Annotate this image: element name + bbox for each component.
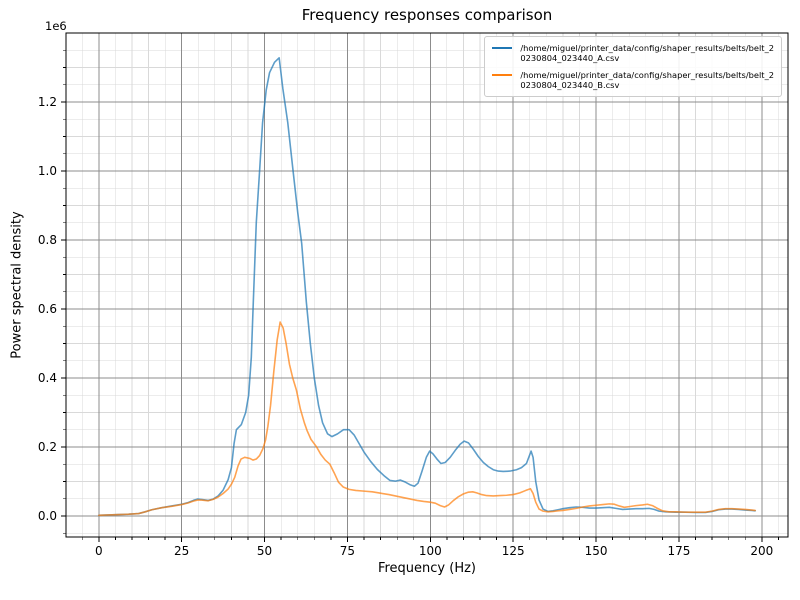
svg-text:1.0: 1.0 bbox=[38, 164, 57, 178]
svg-text:0.8: 0.8 bbox=[38, 233, 57, 247]
legend-label-b: /home/miguel/printer_data/config/shaper_… bbox=[520, 70, 774, 90]
legend-label-b-line2: 0230804_023440_B.csv bbox=[520, 80, 620, 90]
svg-text:75: 75 bbox=[340, 544, 355, 558]
chart-title: Frequency responses comparison bbox=[301, 6, 553, 24]
legend-item-belt-b: /home/miguel/printer_data/config/shaper_… bbox=[492, 70, 774, 90]
y-axis-label: Power spectral density bbox=[9, 211, 25, 359]
legend-label-b-line1: /home/miguel/printer_data/config/shaper_… bbox=[520, 70, 774, 80]
y-axis-offset-label: 1e6 bbox=[45, 19, 67, 33]
svg-text:1.2: 1.2 bbox=[38, 95, 57, 109]
svg-text:0: 0 bbox=[95, 544, 103, 558]
svg-text:0.6: 0.6 bbox=[38, 302, 57, 316]
x-axis-label: Frequency (Hz) bbox=[377, 561, 477, 576]
svg-text:0.2: 0.2 bbox=[38, 440, 57, 454]
svg-text:0.4: 0.4 bbox=[38, 371, 57, 385]
svg-text:0.0: 0.0 bbox=[38, 509, 57, 523]
legend-label-a: /home/miguel/printer_data/config/shaper_… bbox=[520, 43, 774, 63]
svg-text:150: 150 bbox=[585, 544, 608, 558]
svg-text:200: 200 bbox=[750, 544, 773, 558]
legend-label-a-line2: 0230804_023440_A.csv bbox=[520, 53, 620, 63]
svg-text:125: 125 bbox=[502, 544, 525, 558]
svg-text:50: 50 bbox=[257, 544, 272, 558]
legend-item-belt-a: /home/miguel/printer_data/config/shaper_… bbox=[492, 43, 774, 63]
legend: /home/miguel/printer_data/config/shaper_… bbox=[484, 36, 782, 97]
svg-text:100: 100 bbox=[419, 544, 442, 558]
legend-line-swatch-a bbox=[492, 47, 513, 49]
legend-line-swatch-b bbox=[492, 74, 513, 76]
svg-text:175: 175 bbox=[667, 544, 690, 558]
legend-label-a-line1: /home/miguel/printer_data/config/shaper_… bbox=[520, 43, 774, 53]
svg-text:25: 25 bbox=[174, 544, 189, 558]
